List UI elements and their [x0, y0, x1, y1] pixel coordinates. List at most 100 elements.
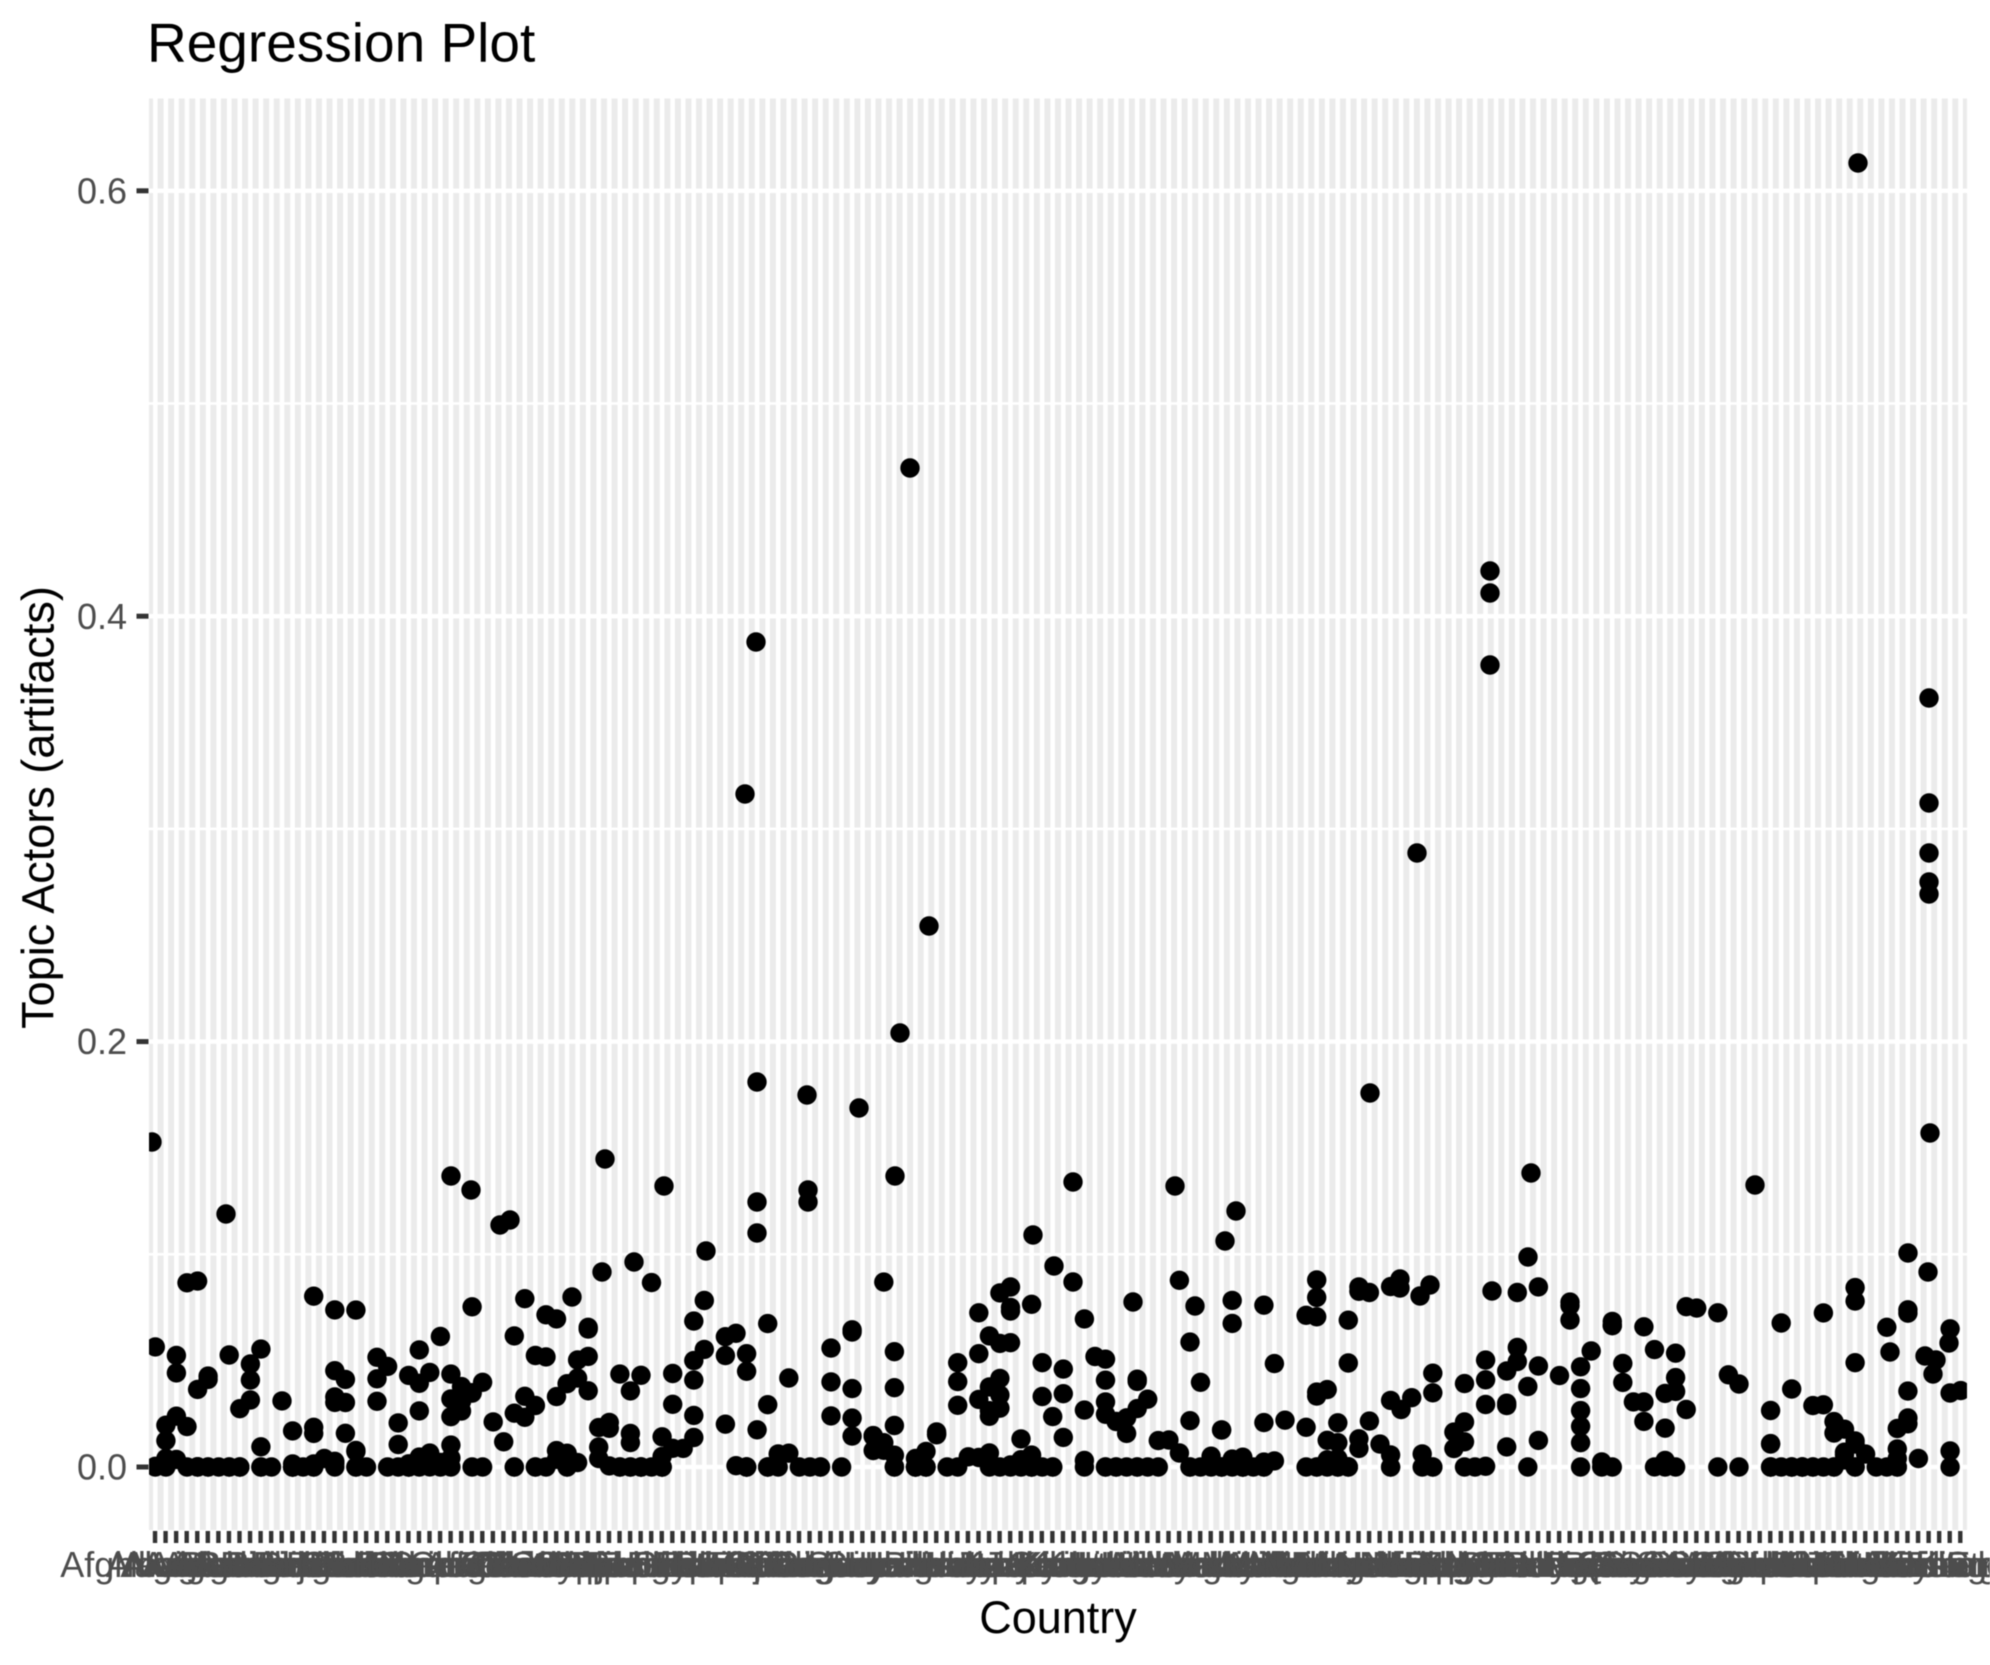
svg-text:Maldives: Maldives	[1172, 1544, 1314, 1585]
svg-text:Slovakia: Slovakia	[1692, 1544, 1829, 1585]
svg-text:United States: United States	[1832, 1544, 1990, 1585]
svg-text:Libya: Libya	[1126, 1544, 1213, 1585]
svg-text:Ethiopia: Ethiopia	[671, 1544, 802, 1585]
svg-text:Mexico: Mexico	[1249, 1544, 1363, 1585]
svg-text:Belize: Belize	[286, 1544, 384, 1585]
svg-text:United Arab Emirates: United Arab Emirates	[1748, 1544, 1990, 1585]
svg-text:Djibouti: Djibouti	[570, 1544, 690, 1585]
svg-text:Angola: Angola	[142, 1544, 255, 1585]
svg-text:Egypt: Egypt	[627, 1544, 719, 1585]
svg-text:North Macedonia: North Macedonia	[1359, 1544, 1634, 1585]
svg-text:Antigua: Antigua	[147, 1544, 270, 1585]
svg-text:Saudi Arabia: Saudi Arabia	[1595, 1544, 1800, 1585]
svg-text:Botswana: Botswana	[309, 1544, 468, 1585]
svg-text:Norway: Norway	[1446, 1544, 1568, 1585]
svg-text:0.6: 0.6	[77, 170, 127, 211]
svg-text:Thailand: Thailand	[1775, 1544, 1913, 1585]
svg-text:Samoa: Samoa	[1619, 1544, 1734, 1585]
svg-text:Eswatini: Eswatini	[658, 1544, 792, 1585]
svg-text:Tunisia: Tunisia	[1808, 1544, 1924, 1585]
svg-text:Rwanda: Rwanda	[1588, 1544, 1721, 1585]
svg-text:Mali: Mali	[1220, 1544, 1286, 1585]
svg-text:Bolivia: Bolivia	[313, 1544, 420, 1585]
svg-text:Ireland: Ireland	[924, 1544, 1034, 1585]
svg-text:Andorra: Andorra	[123, 1544, 252, 1585]
svg-text:Iraq: Iraq	[937, 1544, 999, 1585]
svg-text:Belgium: Belgium	[259, 1544, 389, 1585]
svg-text:Papua New Guinea: Papua New Guinea	[1403, 1544, 1716, 1585]
svg-text:Serbia: Serbia	[1666, 1544, 1771, 1585]
svg-text:Mauritius: Mauritius	[1222, 1544, 1368, 1585]
svg-text:Armenia: Armenia	[162, 1544, 297, 1585]
svg-text:Netherlands: Netherlands	[1336, 1544, 1530, 1585]
svg-text:Czech Republic: Czech Republic	[473, 1544, 725, 1585]
svg-text:Jamaica: Jamaica	[954, 1544, 1089, 1585]
svg-text:Liberia: Liberia	[1104, 1544, 1213, 1585]
svg-text:Nicaragua: Nicaragua	[1372, 1544, 1537, 1585]
svg-text:Honduras: Honduras	[827, 1544, 983, 1585]
svg-text:Argentina: Argentina	[142, 1544, 297, 1585]
svg-text:Peru: Peru	[1543, 1544, 1619, 1585]
svg-text:India: India	[898, 1544, 977, 1585]
svg-text:Iran: Iran	[927, 1544, 989, 1585]
svg-text:Dominica: Dominica	[566, 1544, 717, 1585]
svg-text:Azerbaijan: Azerbaijan	[176, 1544, 346, 1585]
svg-text:Montenegro: Montenegro	[1263, 1544, 1455, 1585]
svg-text:Brunei: Brunei	[357, 1544, 461, 1585]
svg-text:Austria: Austria	[194, 1544, 307, 1585]
svg-text:Denmark: Denmark	[547, 1544, 694, 1585]
svg-text:Latvia: Latvia	[1079, 1544, 1176, 1585]
svg-text:El Salvador: El Salvador	[591, 1544, 775, 1585]
svg-text:Cambodia: Cambodia	[369, 1544, 534, 1585]
svg-text:Bahamas: Bahamas	[195, 1544, 347, 1585]
svg-text:South Korea: South Korea	[1713, 1544, 1914, 1585]
svg-text:Slovenia: Slovenia	[1702, 1544, 1841, 1585]
svg-text:Uganda: Uganda	[1834, 1544, 1961, 1585]
svg-text:Afghanistan: Afghanistan	[60, 1544, 250, 1585]
svg-text:Italy: Italy	[967, 1544, 1033, 1585]
svg-text:Bangladesh: Bangladesh	[198, 1544, 388, 1585]
svg-text:Albania: Albania	[106, 1544, 227, 1585]
svg-text:Pakistan: Pakistan	[1459, 1544, 1597, 1585]
svg-text:Venezuela: Venezuela	[1866, 1544, 1990, 1585]
svg-text:Bahrain: Bahrain	[220, 1544, 344, 1585]
svg-text:Jordan: Jordan	[987, 1544, 1097, 1585]
svg-text:San Marino: San Marino	[1594, 1544, 1778, 1585]
svg-text:Somalia: Somalia	[1727, 1544, 1858, 1585]
svg-text:Guinea: Guinea	[805, 1544, 922, 1585]
svg-text:Singapore: Singapore	[1667, 1544, 1831, 1585]
svg-text:Kyrgyzstan: Kyrgyzstan	[1016, 1544, 1194, 1585]
svg-text:Estonia: Estonia	[655, 1544, 776, 1585]
svg-text:Eritrea: Eritrea	[651, 1544, 758, 1585]
svg-text:Paraguay: Paraguay	[1493, 1544, 1647, 1585]
svg-text:Central African Republic: Central African Republic	[300, 1544, 686, 1585]
svg-text:Kuwait: Kuwait	[1041, 1544, 1149, 1585]
svg-text:Chad: Chad	[461, 1544, 547, 1585]
svg-text:Bulgaria: Bulgaria	[353, 1544, 486, 1585]
svg-text:Russia: Russia	[1589, 1544, 1700, 1585]
svg-text:Turkey: Turkey	[1822, 1544, 1931, 1585]
svg-text:Kenya: Kenya	[1012, 1544, 1115, 1585]
svg-text:Topic Actors (artifacts): Topic Actors (artifacts)	[13, 586, 64, 1029]
svg-text:Philippines: Philippines	[1504, 1544, 1678, 1585]
svg-text:Zimbabwe: Zimbabwe	[1878, 1544, 1990, 1585]
svg-text:Fiji: Fiji	[724, 1544, 770, 1585]
svg-text:Chile: Chile	[473, 1544, 555, 1585]
svg-text:Brazil: Brazil	[353, 1544, 443, 1585]
svg-text:Bhutan: Bhutan	[299, 1544, 413, 1585]
svg-text:Ivory Coast: Ivory Coast	[919, 1544, 1101, 1585]
svg-text:Myanmar: Myanmar	[1316, 1544, 1466, 1585]
svg-text:Israel: Israel	[945, 1544, 1033, 1585]
svg-text:Canada: Canada	[409, 1544, 536, 1585]
svg-text:Indonesia: Indonesia	[869, 1544, 1026, 1585]
svg-text:Sierra Leone: Sierra Leone	[1636, 1544, 1842, 1585]
svg-text:Gambia: Gambia	[726, 1544, 853, 1585]
svg-text:Kazakhstan: Kazakhstan	[959, 1544, 1147, 1585]
svg-text:Malta: Malta	[1220, 1544, 1309, 1585]
svg-text:South Africa: South Africa	[1705, 1544, 1900, 1585]
svg-text:France: France	[712, 1544, 824, 1585]
svg-text:Haiti: Haiti	[858, 1544, 930, 1585]
svg-text:Romania: Romania	[1561, 1544, 1706, 1585]
svg-text:Laos: Laos	[1077, 1544, 1155, 1585]
svg-text:Lesotho: Lesotho	[1084, 1544, 1212, 1585]
